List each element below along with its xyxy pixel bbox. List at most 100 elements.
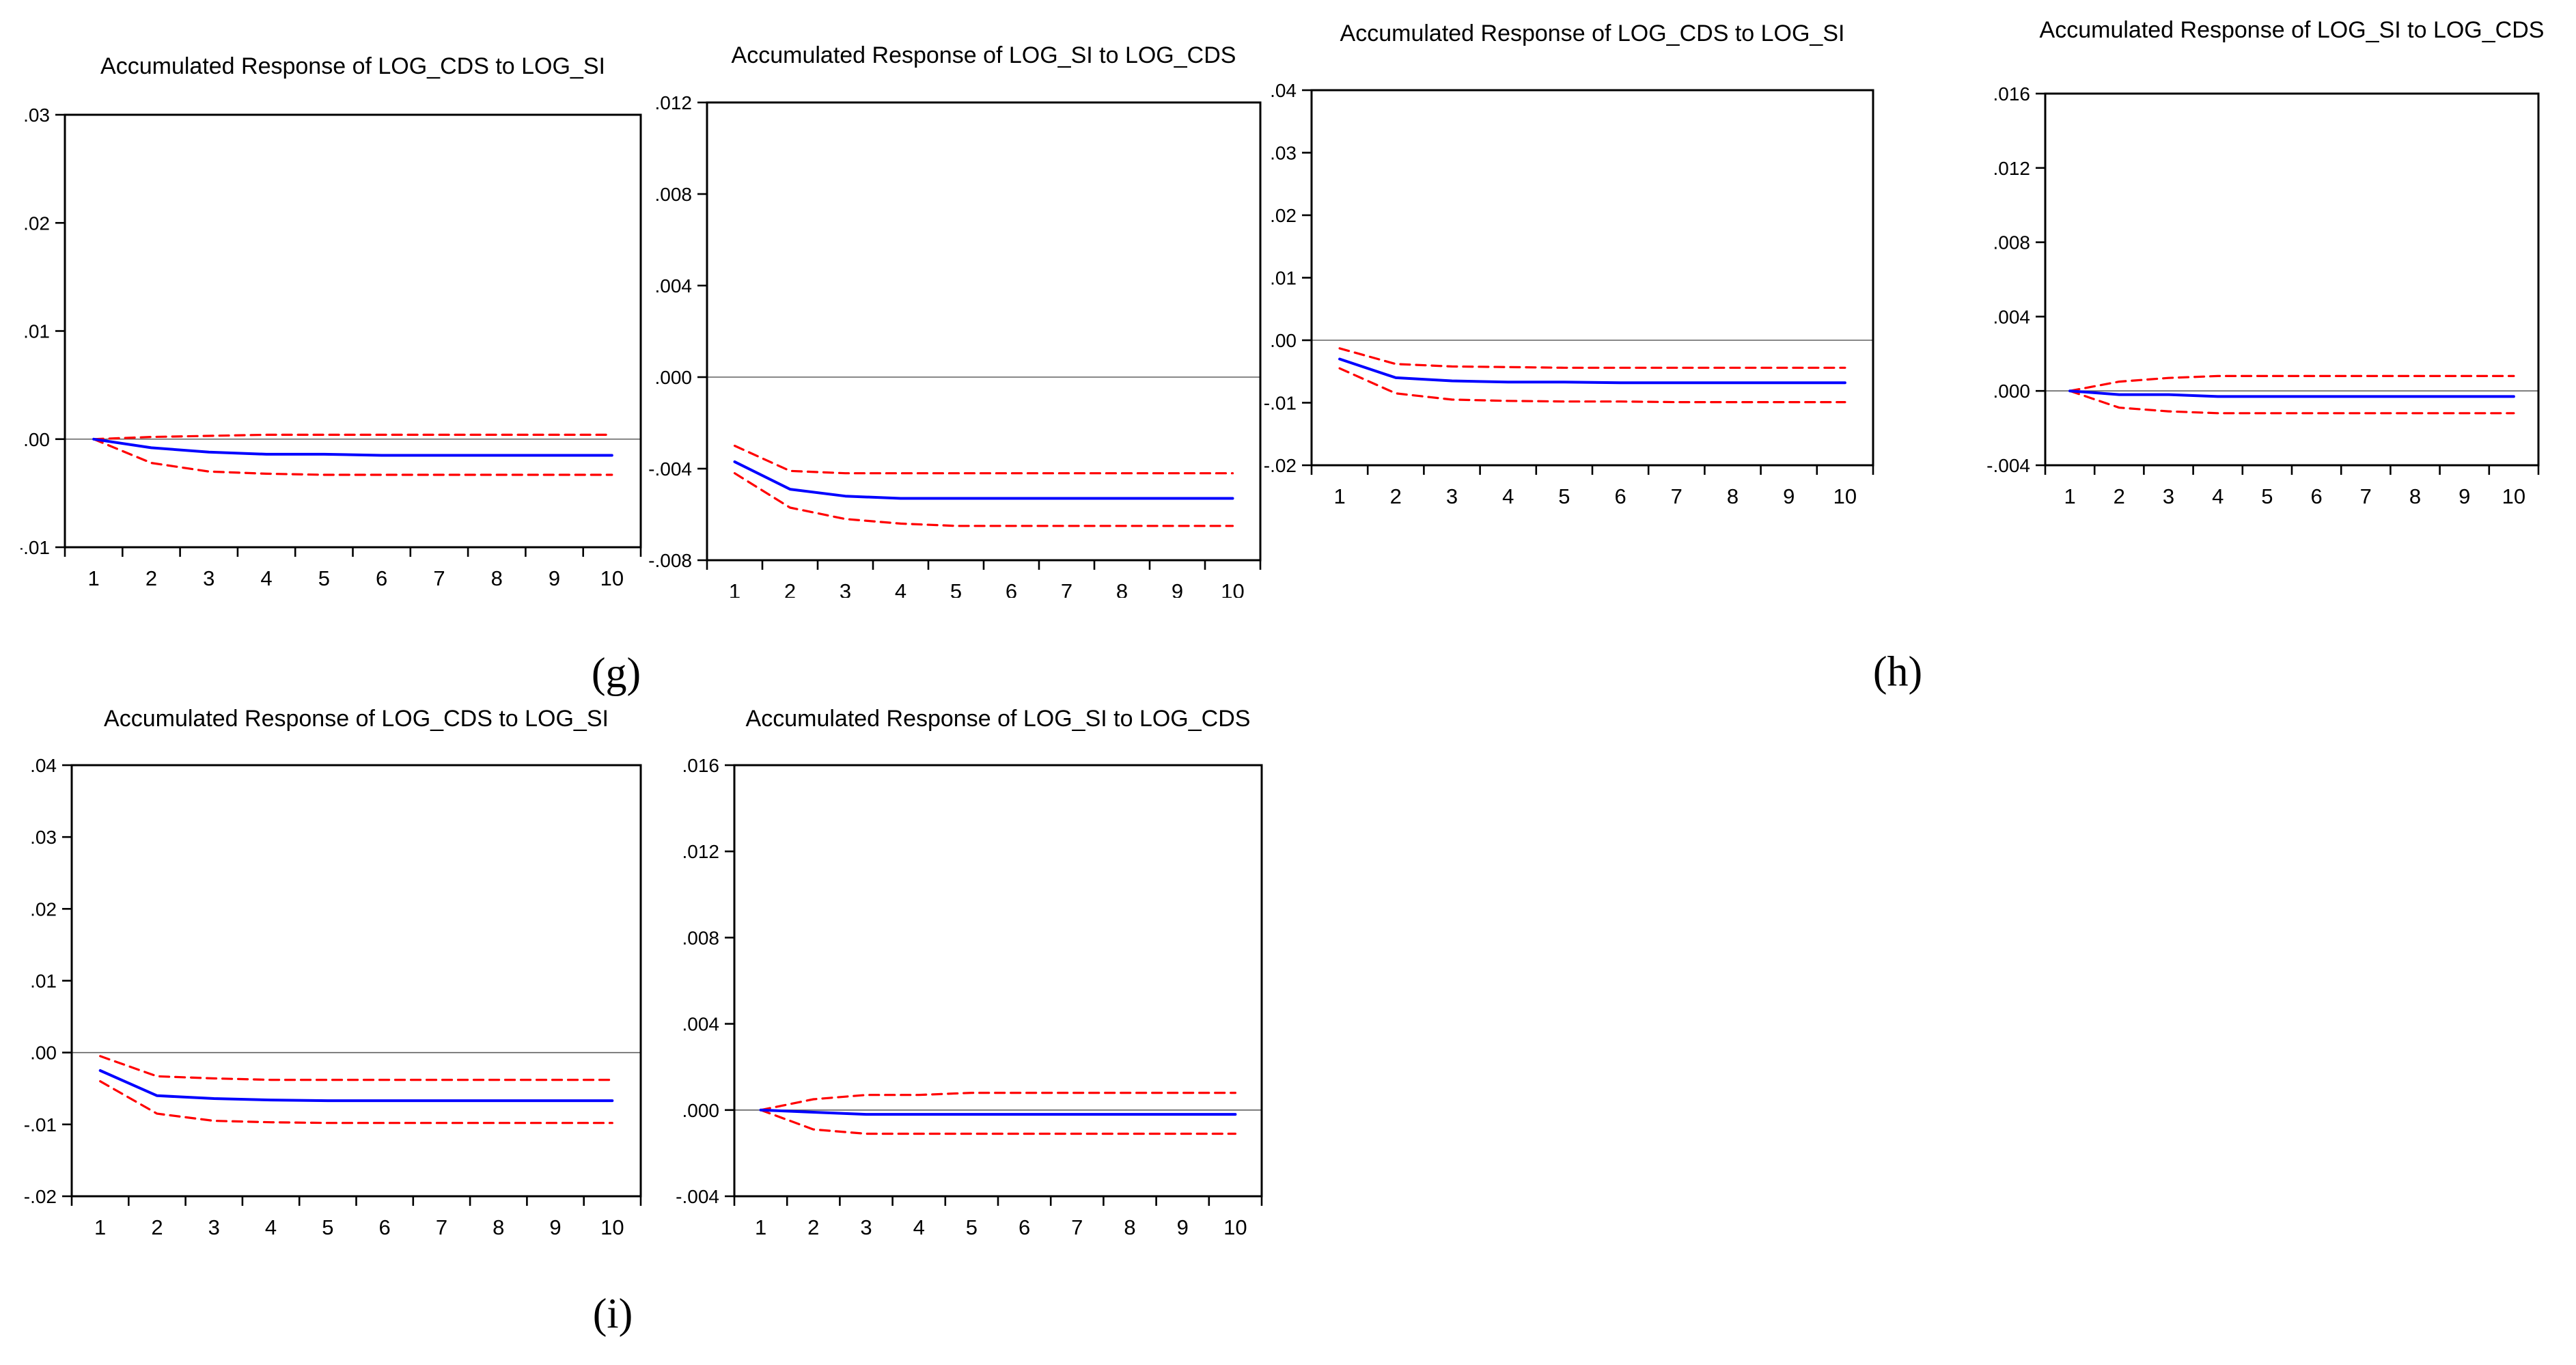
y-tick-label: .012 [1993,158,2031,179]
x-tick-label: 6 [376,566,387,590]
x-tick-label: 6 [1614,484,1626,508]
upper-band-line [99,1055,613,1081]
y-tick-label: -.004 [649,458,692,480]
y-tick-label: .02 [1270,205,1297,226]
plot-frame [706,101,1262,562]
lower-band-line [733,472,1234,527]
y-tick-label: .000 [655,367,693,388]
x-tick-label: 5 [1558,484,1570,508]
x-tick-label: 1 [729,579,740,598]
x-tick-label: 10 [1833,484,1857,508]
x-tick-label: 8 [491,566,503,590]
x-tick-label: 10 [600,1215,624,1239]
y-tick-label: -.008 [649,550,692,571]
lower-band-line [99,1080,613,1125]
upper-band-line [2068,374,2515,392]
y-tick-label: .016 [682,755,720,776]
x-tick-label: 3 [1446,484,1458,508]
y-tick-label: .04 [30,755,57,776]
y-tick-label: .00 [1270,330,1297,351]
response-line [759,1108,1237,1116]
y-tick-label: .004 [1993,306,2031,327]
x-tick-label: 7 [1671,484,1682,508]
x-tick-label: 8 [1124,1215,1135,1239]
lower-band-line [92,438,613,476]
plot-frame [64,113,642,549]
x-tick-label: 10 [1221,579,1244,598]
chart-title: Accumulated Response of LOG_CDS to LOG_S… [100,53,605,79]
x-tick-label: 2 [2114,484,2125,508]
x-tick-label: 8 [1116,579,1128,598]
x-tick-label: 7 [1071,1215,1083,1239]
x-tick-label: 9 [1783,484,1795,508]
lower-band-line [760,1109,1237,1135]
x-tick-label: 2 [807,1215,819,1239]
x-tick-label: 4 [265,1215,277,1239]
x-tick-label: 6 [1019,1215,1030,1239]
y-tick-label: -.01 [24,1114,57,1135]
x-tick-label: 8 [1727,484,1739,508]
y-tick-label: .01 [23,321,50,342]
y-tick-label: .000 [682,1100,720,1121]
plot-frame [733,764,1263,1198]
upper-band-line [760,1091,1237,1112]
x-tick-label: 6 [379,1215,391,1239]
x-tick-label: 5 [322,1215,333,1239]
chart-h-si-to-cds: Accumulated Response of LOG_SI to LOG_CD… [1981,3,2576,533]
x-tick-label: 2 [146,566,157,590]
x-tick-label: 5 [950,579,962,598]
x-tick-label: 4 [1502,484,1514,508]
y-tick-label: -.02 [1264,455,1297,476]
x-tick-label: 5 [966,1215,978,1239]
response-line [1338,357,1846,385]
y-tick-label: .03 [23,105,50,126]
response-line [2068,389,2515,398]
x-tick-label: 1 [88,566,100,590]
chart-title: Accumulated Response of LOG_SI to LOG_CD… [2040,17,2545,43]
plot-frame [2044,92,2540,467]
x-tick-label: 9 [1172,579,1183,598]
x-tick-label: 1 [94,1215,106,1239]
x-tick-label: 9 [1177,1215,1189,1239]
y-tick-label: .008 [655,184,693,205]
y-tick-label: .02 [23,212,50,234]
y-tick-label: .00 [23,429,50,450]
x-tick-label: 9 [2459,484,2470,508]
x-tick-label: 8 [493,1215,504,1239]
x-tick-label: 7 [1061,579,1072,598]
y-tick-label: .01 [1270,268,1297,289]
x-tick-label: 1 [755,1215,766,1239]
x-tick-label: 8 [2409,484,2421,508]
y-tick-label: -.004 [1986,455,2030,476]
x-tick-label: 4 [895,579,906,598]
y-tick-label: .00 [30,1043,57,1064]
x-tick-label: 4 [2212,484,2224,508]
x-tick-label: 2 [1390,484,1402,508]
y-tick-label: .01 [30,971,57,992]
y-tick-label: .008 [1993,232,2031,253]
y-tick-label: .03 [1270,143,1297,164]
y-tick-label: .012 [655,92,693,113]
chart-title: Accumulated Response of LOG_SI to LOG_CD… [746,706,1251,732]
chart-title: Accumulated Response of LOG_SI to LOG_CD… [732,42,1236,68]
x-tick-label: 5 [318,566,330,590]
x-tick-label: 2 [784,579,796,598]
x-tick-label: 6 [2310,484,2322,508]
y-tick-label: -.01 [20,537,50,558]
upper-band-line [1338,347,1846,369]
y-tick-label: .004 [682,1014,720,1035]
y-tick-label: .004 [655,275,693,297]
x-tick-label: 4 [260,566,272,590]
upper-band-line [733,444,1234,475]
lower-band-line [2068,389,2515,415]
figure-label-h: (h) [1872,648,1923,695]
chart-i-si-to-cds: Accumulated Response of LOG_SI to LOG_CD… [656,693,1271,1254]
x-tick-label: 4 [913,1215,925,1239]
x-tick-label: 1 [1333,484,1345,508]
y-tick-label: .012 [682,841,720,862]
x-tick-label: 10 [1223,1215,1247,1239]
x-tick-label: 6 [1006,579,1017,598]
x-tick-label: 3 [208,1215,220,1239]
chart-title: Accumulated Response of LOG_CDS to LOG_S… [1340,20,1845,46]
